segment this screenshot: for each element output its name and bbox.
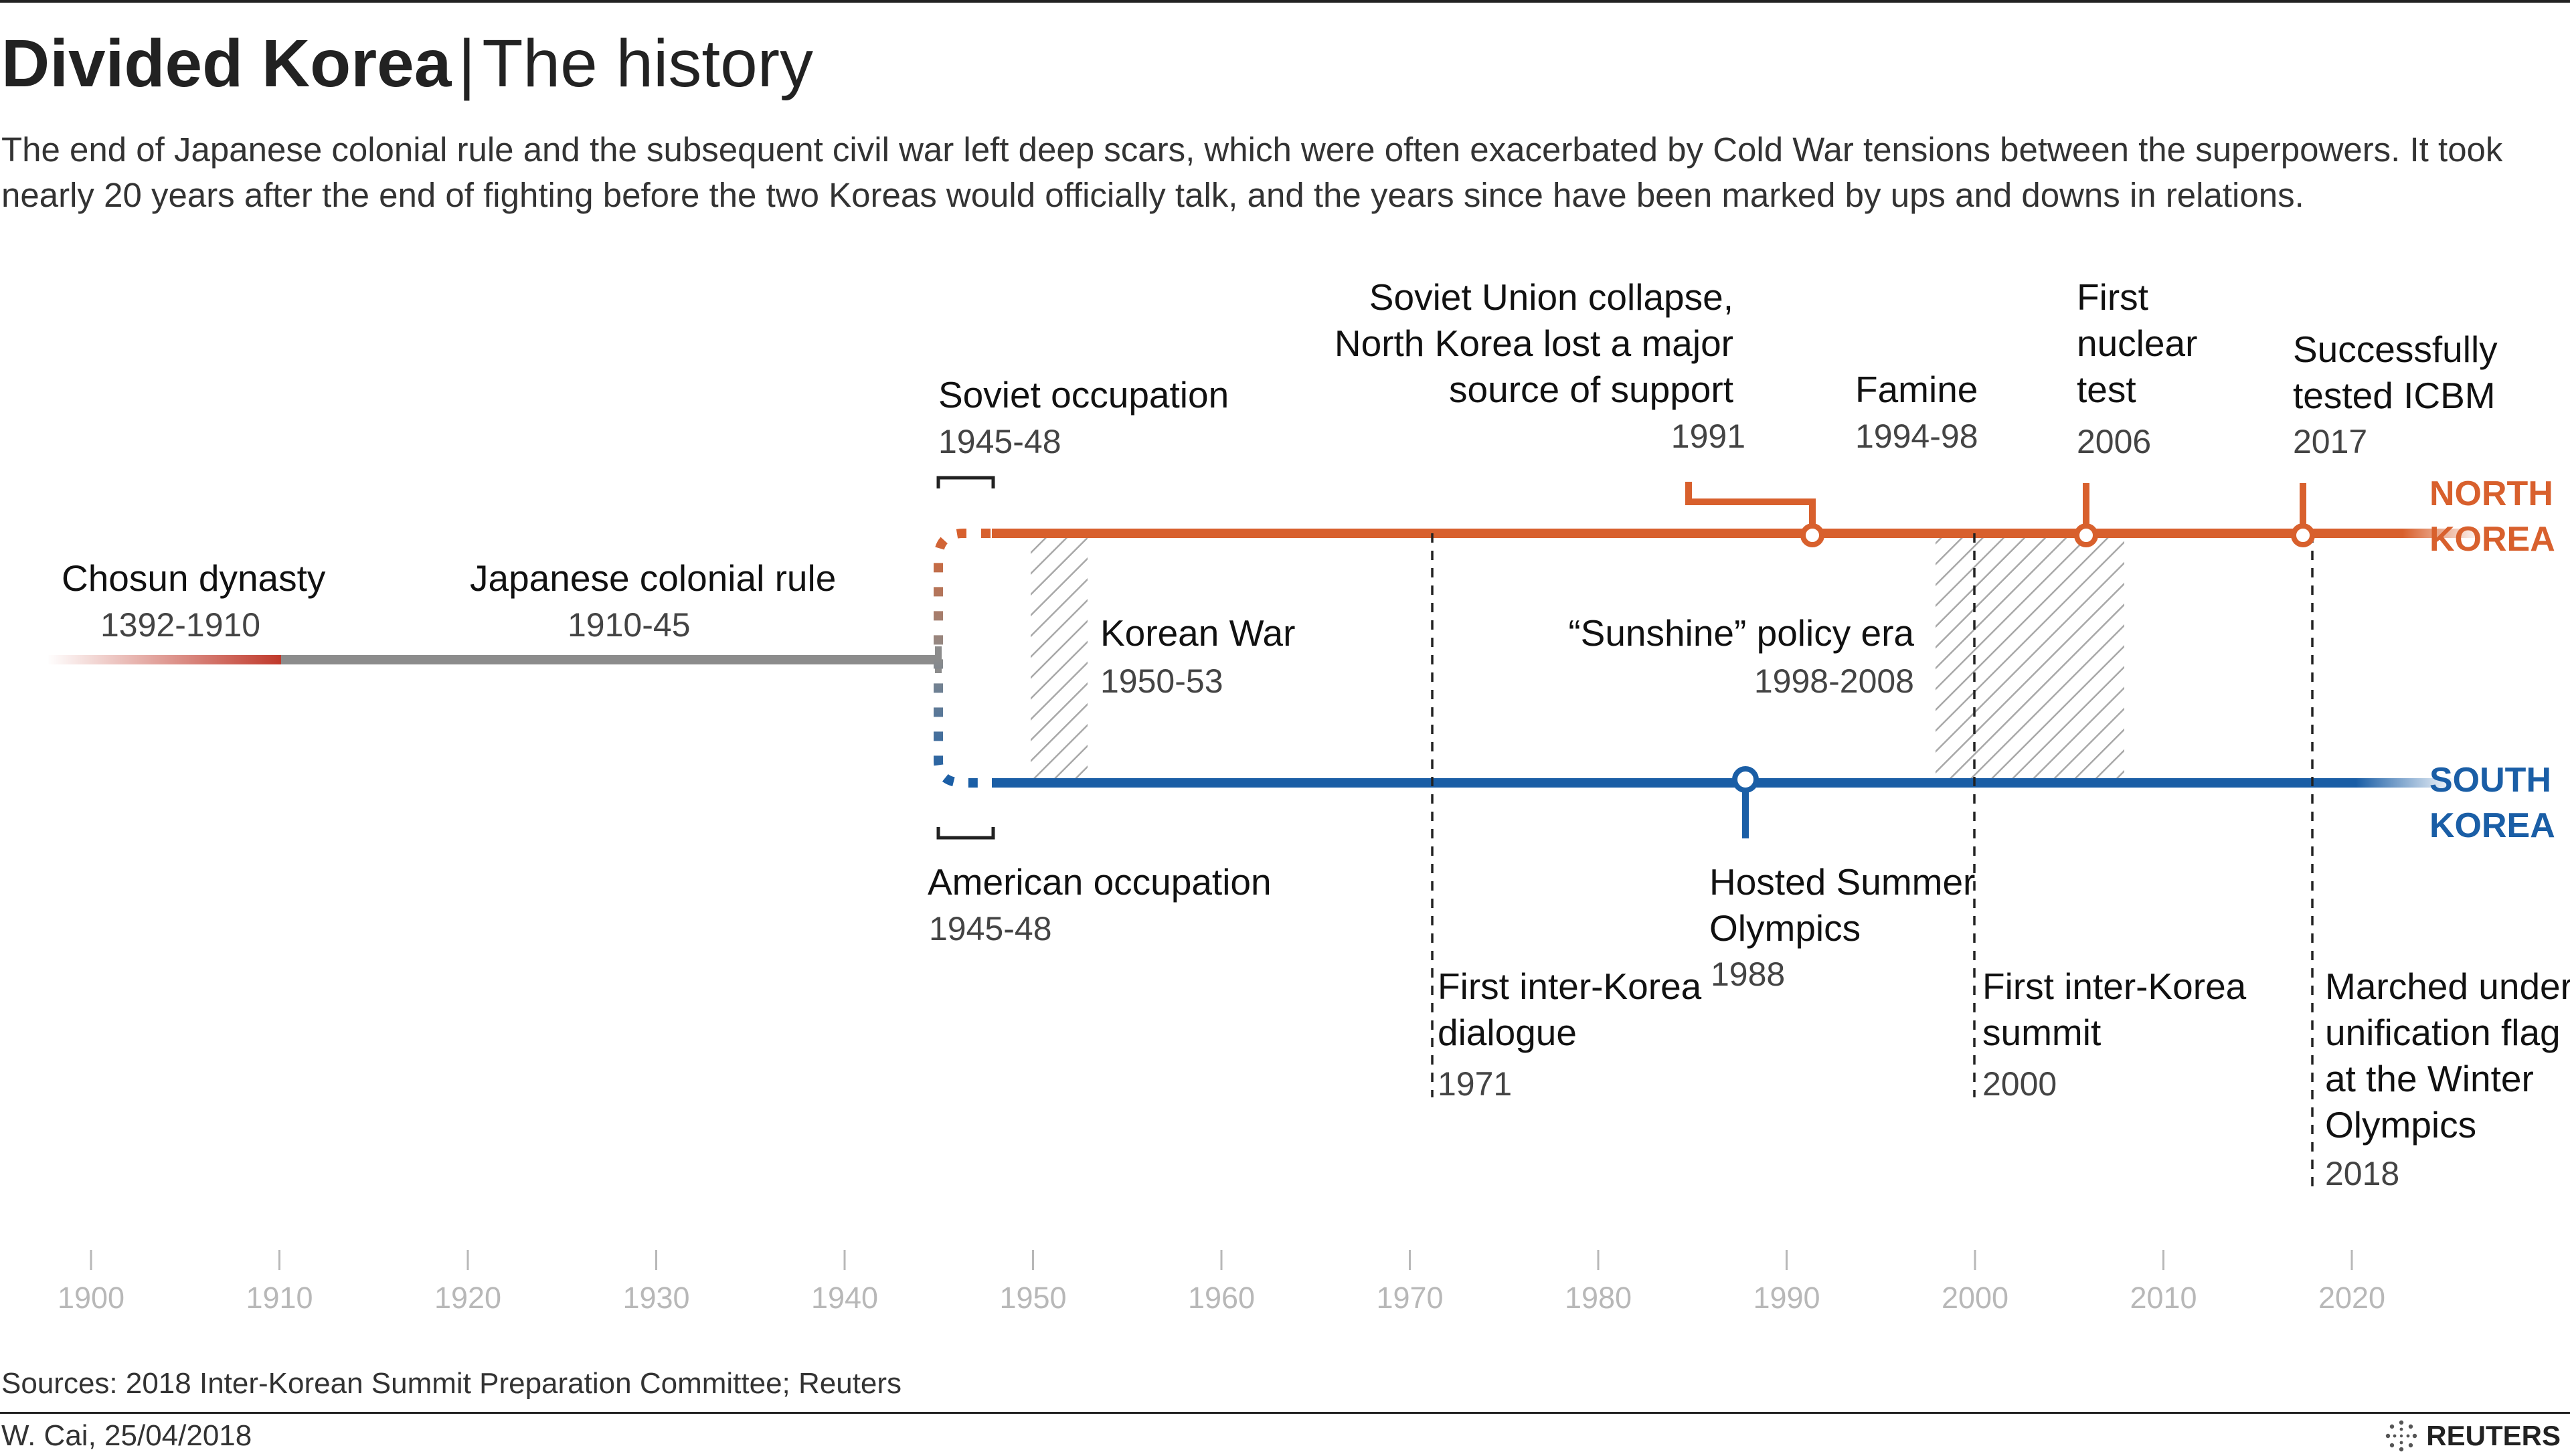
axis-tick-label-1960: 1960 xyxy=(1187,1281,1256,1315)
unification-2018-line2: unification flag xyxy=(2325,1012,2561,1053)
icbm-year: 2017 xyxy=(2293,423,2368,460)
nuclear-test-line2: nuclear xyxy=(2077,323,2198,364)
axis-tick-label-1930: 1930 xyxy=(622,1281,690,1315)
subtitle: The end of Japanese colonial rule and th… xyxy=(1,130,2503,214)
korean-war-years: 1950-53 xyxy=(1100,662,1223,700)
byline: W. Cai, 25/04/2018 xyxy=(1,1419,252,1452)
icbm-marker xyxy=(2291,523,2315,547)
nuclear-test-line1: First xyxy=(2077,276,2148,318)
soviet-collapse-line1: Soviet Union collapse, xyxy=(1369,276,1733,318)
title-bold: Divided Korea xyxy=(1,26,452,101)
soviet-collapse-year: 1991 xyxy=(1670,418,1745,455)
soviet-collapse-connector xyxy=(1685,482,1816,533)
summit-2000-line1: First inter-Korea xyxy=(1982,966,2247,1007)
sunshine-policy-hatch xyxy=(1936,533,2124,786)
chosun-dynasty-bar xyxy=(47,655,281,664)
title-separator: | xyxy=(458,26,476,101)
south-korea-label: SOUTH KOREA xyxy=(2429,761,2555,845)
soviet-occupation-bracket xyxy=(936,476,995,488)
summit-2000-line2: summit xyxy=(1982,1012,2102,1053)
chosun-dynasty-years: 1392-1910 xyxy=(100,606,261,644)
unification-2018-line4: Olympics xyxy=(2325,1104,2477,1146)
dialogue-1971-line2: dialogue xyxy=(1438,1012,1577,1053)
south-korea-line-fade xyxy=(2356,778,2456,788)
olympics-1988-year: 1988 xyxy=(1711,955,1786,993)
unification-2018-line1: Marched under xyxy=(2325,966,2570,1007)
nuclear-test-line3: test xyxy=(2077,369,2136,410)
american-occupation-label: American occupation xyxy=(928,861,1272,903)
soviet-occupation-years: 1945-48 xyxy=(938,423,1061,460)
sunshine-policy-years: 1998-2008 xyxy=(1753,662,1914,700)
famine-years: 1994-98 xyxy=(1855,418,1978,455)
icbm-line1: Successfully xyxy=(2293,329,2498,370)
summit-2000-year: 2000 xyxy=(1982,1065,2057,1103)
icbm-line2: tested ICBM xyxy=(2293,375,2496,416)
axis-tick-label-1970: 1970 xyxy=(1376,1281,1444,1315)
olympics-1988-line1: Hosted Summer xyxy=(1709,861,1976,903)
page-title: Divided Korea | The history xyxy=(1,20,813,107)
olympics-1988-line2: Olympics xyxy=(1709,907,1861,949)
axis-ticks xyxy=(90,1250,2353,1270)
soviet-occupation-label: Soviet occupation xyxy=(938,374,1229,416)
source-note: Sources: 2018 Inter-Korean Summit Prepar… xyxy=(1,1367,902,1400)
north-korea-label: NORTH KOREA xyxy=(2429,474,2555,559)
olympics-1988-marker xyxy=(1732,766,1759,793)
reuters-logo-icon xyxy=(2386,1420,2417,1452)
american-occupation-years: 1945-48 xyxy=(929,910,1052,947)
unification-2018-line3: at the Winter xyxy=(2325,1058,2534,1099)
korean-war-label: Korean War xyxy=(1100,612,1296,654)
soviet-collapse-marker xyxy=(1800,523,1824,547)
nuclear-test-marker xyxy=(2074,523,2098,547)
axis-tick-label-1980: 1980 xyxy=(1564,1281,1632,1315)
north-korea-line-fade xyxy=(2403,529,2483,538)
axis-tick-label-1910: 1910 xyxy=(246,1281,313,1315)
axis-tick-label-1990: 1990 xyxy=(1753,1281,1820,1315)
korean-war-hatch xyxy=(1031,533,1088,786)
axis-tick-label-2020: 2020 xyxy=(2318,1281,2386,1315)
axis-tick-label-1950: 1950 xyxy=(999,1281,1067,1315)
japanese-rule-years: 1910-45 xyxy=(568,606,691,644)
occupation-split-dotted xyxy=(934,529,991,788)
japanese-rule-label: Japanese colonial rule xyxy=(470,557,837,599)
dialogue-1971-line1: First inter-Korea xyxy=(1438,966,1702,1007)
title-light: The history xyxy=(482,26,814,101)
famine-label: Famine xyxy=(1855,369,1978,410)
axis-tick-label-1920: 1920 xyxy=(434,1281,502,1315)
axis-tick-label-1900: 1900 xyxy=(57,1281,125,1315)
reuters-logo: REUTERS xyxy=(2385,1417,2561,1455)
axis-tick-label-2000: 2000 xyxy=(1941,1281,2009,1315)
reuters-logo-text: REUTERS xyxy=(2426,1420,2561,1451)
bottom-rule xyxy=(0,1412,2570,1414)
top-rule xyxy=(0,0,2570,3)
unification-2018-year: 2018 xyxy=(2325,1155,2400,1192)
chosun-dynasty-label: Chosun dynasty xyxy=(62,557,326,599)
axis-tick-label-2010: 2010 xyxy=(2130,1281,2197,1315)
nuclear-test-year: 2006 xyxy=(2077,423,2152,460)
soviet-collapse-line2: North Korea lost a major xyxy=(1334,323,1733,364)
dialogue-1971-year: 1971 xyxy=(1438,1065,1513,1103)
sunshine-policy-label: “Sunshine” policy era xyxy=(1568,612,1914,654)
axis-tick-label-1940: 1940 xyxy=(810,1281,879,1315)
soviet-collapse-line3: source of support xyxy=(1449,369,1733,410)
american-occupation-bracket xyxy=(936,827,995,840)
